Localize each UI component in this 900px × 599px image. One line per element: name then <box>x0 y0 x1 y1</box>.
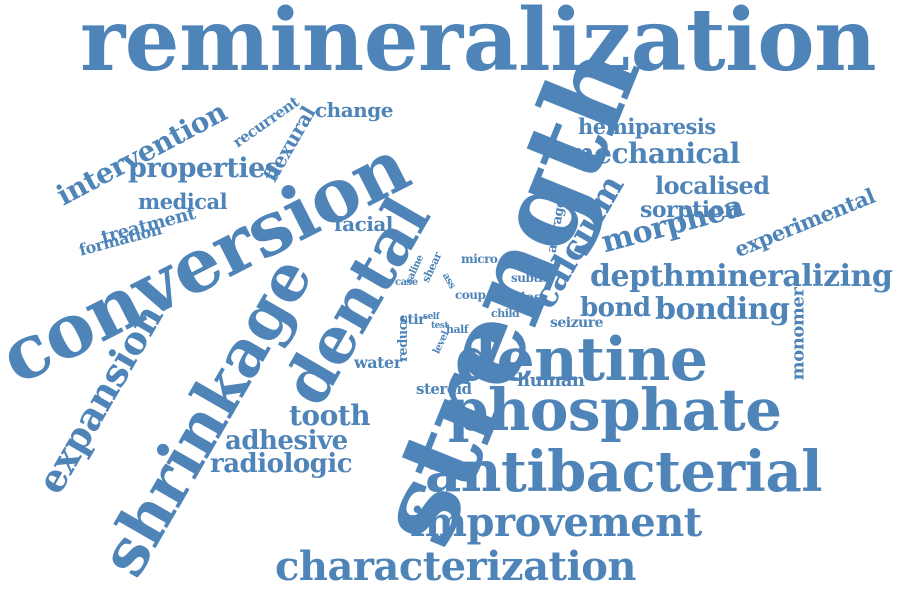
word-test: test <box>431 321 449 331</box>
word-medical: medical <box>138 189 228 214</box>
word-bond: bond <box>580 293 651 323</box>
word-seizure: seizure <box>550 315 604 331</box>
word-radiologic: radiologic <box>210 449 353 479</box>
word-characterization: characterization <box>275 543 636 590</box>
word-bonding: bonding <box>655 292 790 327</box>
word-dentine: dentine <box>455 325 708 395</box>
word-facial: facial <box>334 212 393 236</box>
word-properties: properties <box>128 153 280 184</box>
word-half: half <box>446 323 469 336</box>
word-coup: coup <box>455 288 486 302</box>
word-steroid: steroid <box>416 380 472 398</box>
word-remineralization: remineralization <box>80 0 877 91</box>
word-monomer: monomer <box>787 287 809 381</box>
word-case: case <box>395 277 418 288</box>
word-phosphate: phosphate <box>448 376 782 444</box>
word-hemiparesis: hemiparesis <box>578 114 716 139</box>
word-human: human <box>517 370 585 391</box>
word-antibacterial: antibacterial <box>425 439 823 505</box>
word-stir: stir <box>400 312 426 328</box>
word-self: self <box>423 312 440 322</box>
word-change: change <box>315 98 393 122</box>
word-tooth: tooth <box>289 399 371 432</box>
word-micro: micro <box>461 252 498 266</box>
word-child: child <box>491 307 520 320</box>
word-depth: depth <box>590 259 685 294</box>
word-caries: caries <box>497 290 542 306</box>
word-sorption: sorption <box>640 197 740 223</box>
word-mineralizing: mineralizing <box>685 259 893 294</box>
word-improvement: improvement <box>410 499 702 546</box>
word-subtle: subtle <box>511 271 550 285</box>
word-mechanical: mechanical <box>565 137 740 170</box>
word-localised: localised <box>655 171 770 200</box>
word-adhesive: adhesive <box>225 426 348 456</box>
word-water: water <box>354 353 402 372</box>
